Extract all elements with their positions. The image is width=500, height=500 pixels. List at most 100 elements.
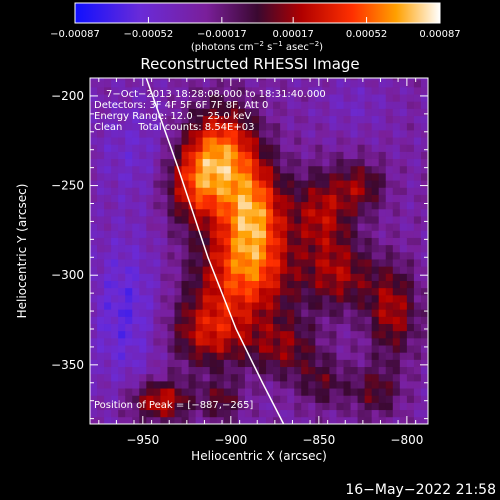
heatmap-cell — [181, 122, 189, 131]
heatmap-cell — [315, 244, 323, 253]
heatmap-cell — [97, 158, 105, 167]
heatmap-cell — [329, 266, 337, 274]
heatmap-cell — [195, 330, 204, 339]
heatmap-cell — [125, 345, 133, 353]
heatmap-cell — [111, 373, 119, 382]
heatmap-cell — [371, 194, 380, 203]
heatmap-cell — [160, 395, 168, 403]
heatmap-cell — [406, 316, 415, 325]
heatmap-cell — [273, 79, 281, 88]
heatmap-cell — [146, 201, 154, 210]
heatmap-cell — [111, 388, 119, 396]
heatmap-cell — [160, 337, 168, 346]
heatmap-cell — [153, 316, 161, 325]
heatmap-cell — [259, 129, 267, 138]
heatmap-cell — [90, 402, 98, 411]
heatmap-cell — [385, 302, 394, 310]
heatmap-cell — [420, 330, 428, 339]
heatmap-cell — [420, 416, 428, 424]
heatmap-cell — [244, 388, 253, 396]
heatmap-cell — [266, 352, 274, 360]
heatmap-cell — [153, 137, 161, 145]
heatmap-cell — [315, 122, 323, 131]
heatmap-cell — [181, 144, 189, 152]
heatmap-cell — [294, 330, 302, 339]
heatmap-cell — [188, 173, 197, 181]
heatmap-cell — [385, 416, 394, 424]
heatmap-cell — [266, 273, 274, 281]
heatmap-cell — [244, 316, 253, 325]
heatmap-cell — [202, 129, 211, 138]
heatmap-cell — [160, 309, 168, 317]
heatmap-cell — [216, 266, 225, 274]
heatmap-cell — [223, 216, 232, 224]
heatmap-cell — [223, 402, 232, 411]
heatmap-cell — [230, 108, 239, 117]
heatmap-cell — [230, 352, 239, 360]
heatmap-cell — [364, 259, 373, 267]
heatmap-cell — [111, 337, 119, 346]
heatmap-cell — [97, 309, 105, 317]
heatmap-cell — [287, 94, 295, 102]
heatmap-cell — [111, 380, 119, 389]
heatmap-cell — [181, 316, 189, 325]
heatmap-cell — [90, 244, 98, 253]
heatmap-cell — [153, 309, 161, 317]
heatmap-cell — [357, 287, 366, 296]
heatmap-cell — [230, 380, 239, 389]
heatmap-cell — [259, 259, 267, 267]
heatmap-cell — [167, 201, 175, 210]
heatmap-cell — [209, 151, 218, 160]
heatmap-cell — [244, 359, 253, 368]
heatmap-cell — [90, 337, 98, 346]
heatmap-cell — [364, 187, 373, 195]
heatmap-cell — [413, 187, 422, 195]
heatmap-cell — [223, 144, 232, 152]
heatmap-cell — [420, 101, 428, 109]
colorbar — [74, 2, 441, 24]
heatmap-cell — [392, 180, 401, 188]
heatmap-cell — [357, 194, 366, 203]
heatmap-cell — [364, 165, 373, 174]
heatmap-cell — [195, 122, 204, 131]
heatmap-cell — [329, 273, 337, 281]
heatmap-cell — [357, 158, 366, 167]
heatmap-cell — [111, 129, 119, 138]
heatmap-cell — [202, 187, 211, 195]
heatmap-cell — [343, 395, 351, 403]
heatmap-cell — [195, 251, 204, 260]
heatmap-cell — [280, 388, 288, 396]
heatmap-cell — [104, 294, 112, 303]
heatmap-cell — [160, 416, 168, 424]
heatmap-cell — [357, 416, 366, 424]
heatmap-cell — [336, 151, 344, 160]
heatmap-cell — [174, 309, 182, 317]
heatmap-cell — [153, 337, 161, 346]
heatmap-cell — [188, 151, 197, 160]
heatmap-cell — [371, 165, 380, 174]
heatmap-cell — [273, 416, 281, 424]
heatmap-cell — [364, 158, 373, 167]
heatmap-cell — [266, 158, 274, 167]
heatmap-cell — [406, 294, 415, 303]
heatmap-cell — [266, 165, 274, 174]
heatmap-cell — [308, 208, 316, 217]
heatmap-cell — [244, 151, 253, 160]
heatmap-cell — [153, 173, 161, 181]
heatmap-cell — [301, 244, 309, 253]
heatmap-cell — [244, 223, 253, 231]
heatmap-cell — [244, 294, 253, 303]
heatmap-cell — [153, 273, 161, 281]
heatmap-cell — [251, 273, 260, 281]
heatmap-cell — [371, 144, 380, 152]
heatmap-cell — [237, 129, 246, 138]
heatmap-cell — [357, 266, 366, 274]
heatmap-cell — [174, 395, 182, 403]
heatmap-cell — [336, 373, 344, 382]
heatmap-cell — [406, 244, 415, 253]
heatmap-cell — [195, 137, 204, 145]
heatmap-cell — [118, 280, 126, 289]
heatmap-cell — [237, 180, 246, 188]
heatmap-cell — [160, 251, 168, 260]
heatmap-cell — [357, 94, 366, 102]
